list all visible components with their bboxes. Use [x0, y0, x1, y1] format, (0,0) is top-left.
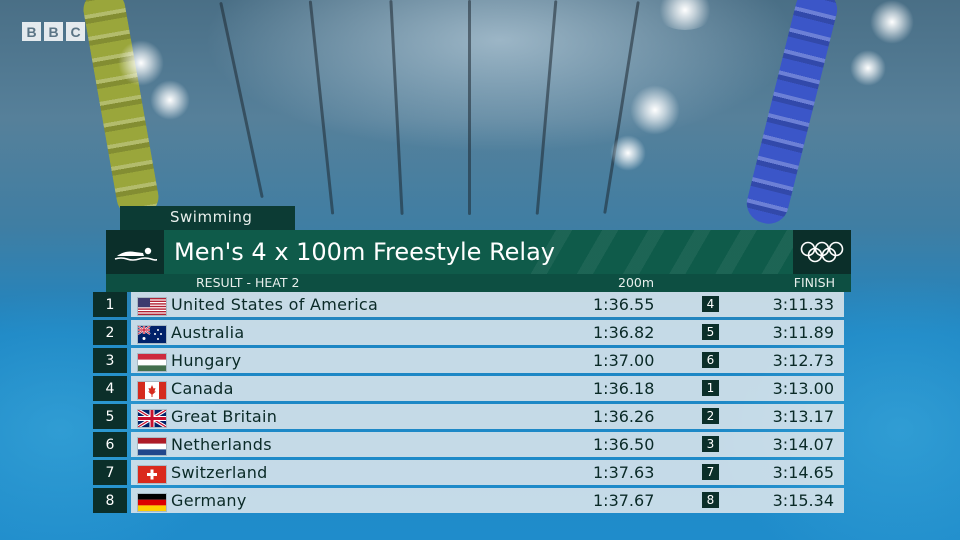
- result-row-body: Switzerland 1:37.63 7 3:14.65: [131, 460, 844, 485]
- result-row: 5 Great Britain 1:36.26 2 3:13.17: [93, 404, 844, 429]
- country-name: Great Britain: [171, 407, 278, 426]
- split-position-badge: 4: [702, 296, 719, 312]
- split-column-header: 200m: [618, 275, 655, 290]
- finish-time: 3:11.33: [772, 295, 834, 314]
- bbc-logo: B B C: [22, 22, 85, 41]
- finish-time: 3:13.00: [772, 379, 834, 398]
- light-reflection: [655, 0, 715, 30]
- finish-time: 3:14.65: [772, 463, 834, 482]
- finish-column-header: FINISH: [793, 275, 835, 290]
- light-reflection: [870, 0, 914, 44]
- result-row-body: Canada 1:36.18 1 3:13.00: [131, 376, 844, 401]
- result-row: 4 Canada 1:36.18 1 3:13.00: [93, 376, 844, 401]
- event-title: Men's 4 x 100m Freestyle Relay: [174, 238, 556, 266]
- blue-lane-rope: [742, 0, 842, 228]
- rank-badge: 2: [93, 320, 127, 345]
- australia-flag-icon: [137, 325, 167, 344]
- lane-line: [468, 0, 471, 215]
- finish-time: 3:13.17: [772, 407, 834, 426]
- result-row: 8 Germany 1:37.67 8 3:15.34: [93, 488, 844, 513]
- lane-line: [535, 0, 558, 215]
- finish-time: 3:15.34: [772, 491, 834, 510]
- bbc-logo-letter: B: [44, 22, 63, 41]
- split-time: 1:36.55: [593, 295, 655, 314]
- rank-badge: 4: [93, 376, 127, 401]
- lane-line: [308, 0, 335, 215]
- light-reflection: [610, 135, 646, 171]
- hungary-flag-icon: [137, 353, 167, 372]
- split-position-badge: 3: [702, 436, 719, 452]
- result-row: 7 Switzerland 1:37.63 7 3:14.65: [93, 460, 844, 485]
- bbc-logo-letter: C: [66, 22, 85, 41]
- split-time: 1:36.26: [593, 407, 655, 426]
- finish-time: 3:14.07: [772, 435, 834, 454]
- light-reflection: [150, 80, 190, 120]
- country-name: Netherlands: [171, 435, 272, 454]
- canada-flag-icon: [137, 381, 167, 400]
- yellow-lane-rope: [80, 0, 162, 221]
- heat-result-label: RESULT - HEAT 2: [196, 275, 300, 290]
- finish-time: 3:11.89: [772, 323, 834, 342]
- result-row: 3 Hungary 1:37.00 6 3:12.73: [93, 348, 844, 373]
- result-row-body: Hungary 1:37.00 6 3:12.73: [131, 348, 844, 373]
- split-position-badge: 1: [702, 380, 719, 396]
- rank-badge: 7: [93, 460, 127, 485]
- sport-tab: Swimming: [120, 206, 295, 230]
- country-name: Australia: [171, 323, 245, 342]
- rank-badge: 5: [93, 404, 127, 429]
- split-time: 1:36.50: [593, 435, 655, 454]
- split-position-badge: 5: [702, 324, 719, 340]
- rank-badge: 1: [93, 292, 127, 317]
- rank-badge: 8: [93, 488, 127, 513]
- split-time: 1:37.67: [593, 491, 655, 510]
- result-row-body: Great Britain 1:36.26 2 3:13.17: [131, 404, 844, 429]
- switzerland-flag-icon: [137, 465, 167, 484]
- result-row-body: United States of America 1:36.55 4 3:11.…: [131, 292, 844, 317]
- split-position-badge: 8: [702, 492, 719, 508]
- country-name: United States of America: [171, 295, 379, 314]
- split-time: 1:36.18: [593, 379, 655, 398]
- split-position-badge: 2: [702, 408, 719, 424]
- light-reflection: [118, 40, 164, 86]
- rank-badge: 6: [93, 432, 127, 457]
- lane-line: [389, 0, 404, 215]
- country-name: Switzerland: [171, 463, 268, 482]
- result-row-body: Germany 1:37.67 8 3:15.34: [131, 488, 844, 513]
- finish-time: 3:12.73: [772, 351, 834, 370]
- germany-flag-icon: [137, 493, 167, 512]
- split-position-badge: 7: [702, 464, 719, 480]
- lane-line: [219, 1, 264, 199]
- result-row-body: Netherlands 1:36.50 3 3:14.07: [131, 432, 844, 457]
- split-position-badge: 6: [702, 352, 719, 368]
- netherlands-flag-icon: [137, 437, 167, 456]
- country-name: Canada: [171, 379, 234, 398]
- split-time: 1:37.00: [593, 351, 655, 370]
- split-time: 1:36.82: [593, 323, 655, 342]
- event-title-bar: Men's 4 x 100m Freestyle Relay: [106, 230, 851, 274]
- country-name: Germany: [171, 491, 247, 510]
- bbc-logo-letter: B: [22, 22, 41, 41]
- country-name: Hungary: [171, 351, 242, 370]
- great-britain-flag-icon: [137, 409, 167, 428]
- split-time: 1:37.63: [593, 463, 655, 482]
- usa-flag-icon: [137, 297, 167, 316]
- rank-badge: 3: [93, 348, 127, 373]
- sport-label: Swimming: [170, 208, 253, 226]
- result-row: 6 Netherlands 1:36.50 3 3:14.07: [93, 432, 844, 457]
- light-reflection: [630, 85, 680, 135]
- olympic-rings-icon: [793, 230, 851, 274]
- light-reflection: [850, 50, 886, 86]
- results-subheader: RESULT - HEAT 2 200m FINISH: [106, 274, 851, 292]
- result-row-body: Australia 1:36.82 5 3:11.89: [131, 320, 844, 345]
- result-row: 2 Australia 1:36.82 5 3:11.89: [93, 320, 844, 345]
- swimmer-icon: [106, 230, 164, 274]
- result-row: 1 United States of America 1:36.55 4 3:1…: [93, 292, 844, 317]
